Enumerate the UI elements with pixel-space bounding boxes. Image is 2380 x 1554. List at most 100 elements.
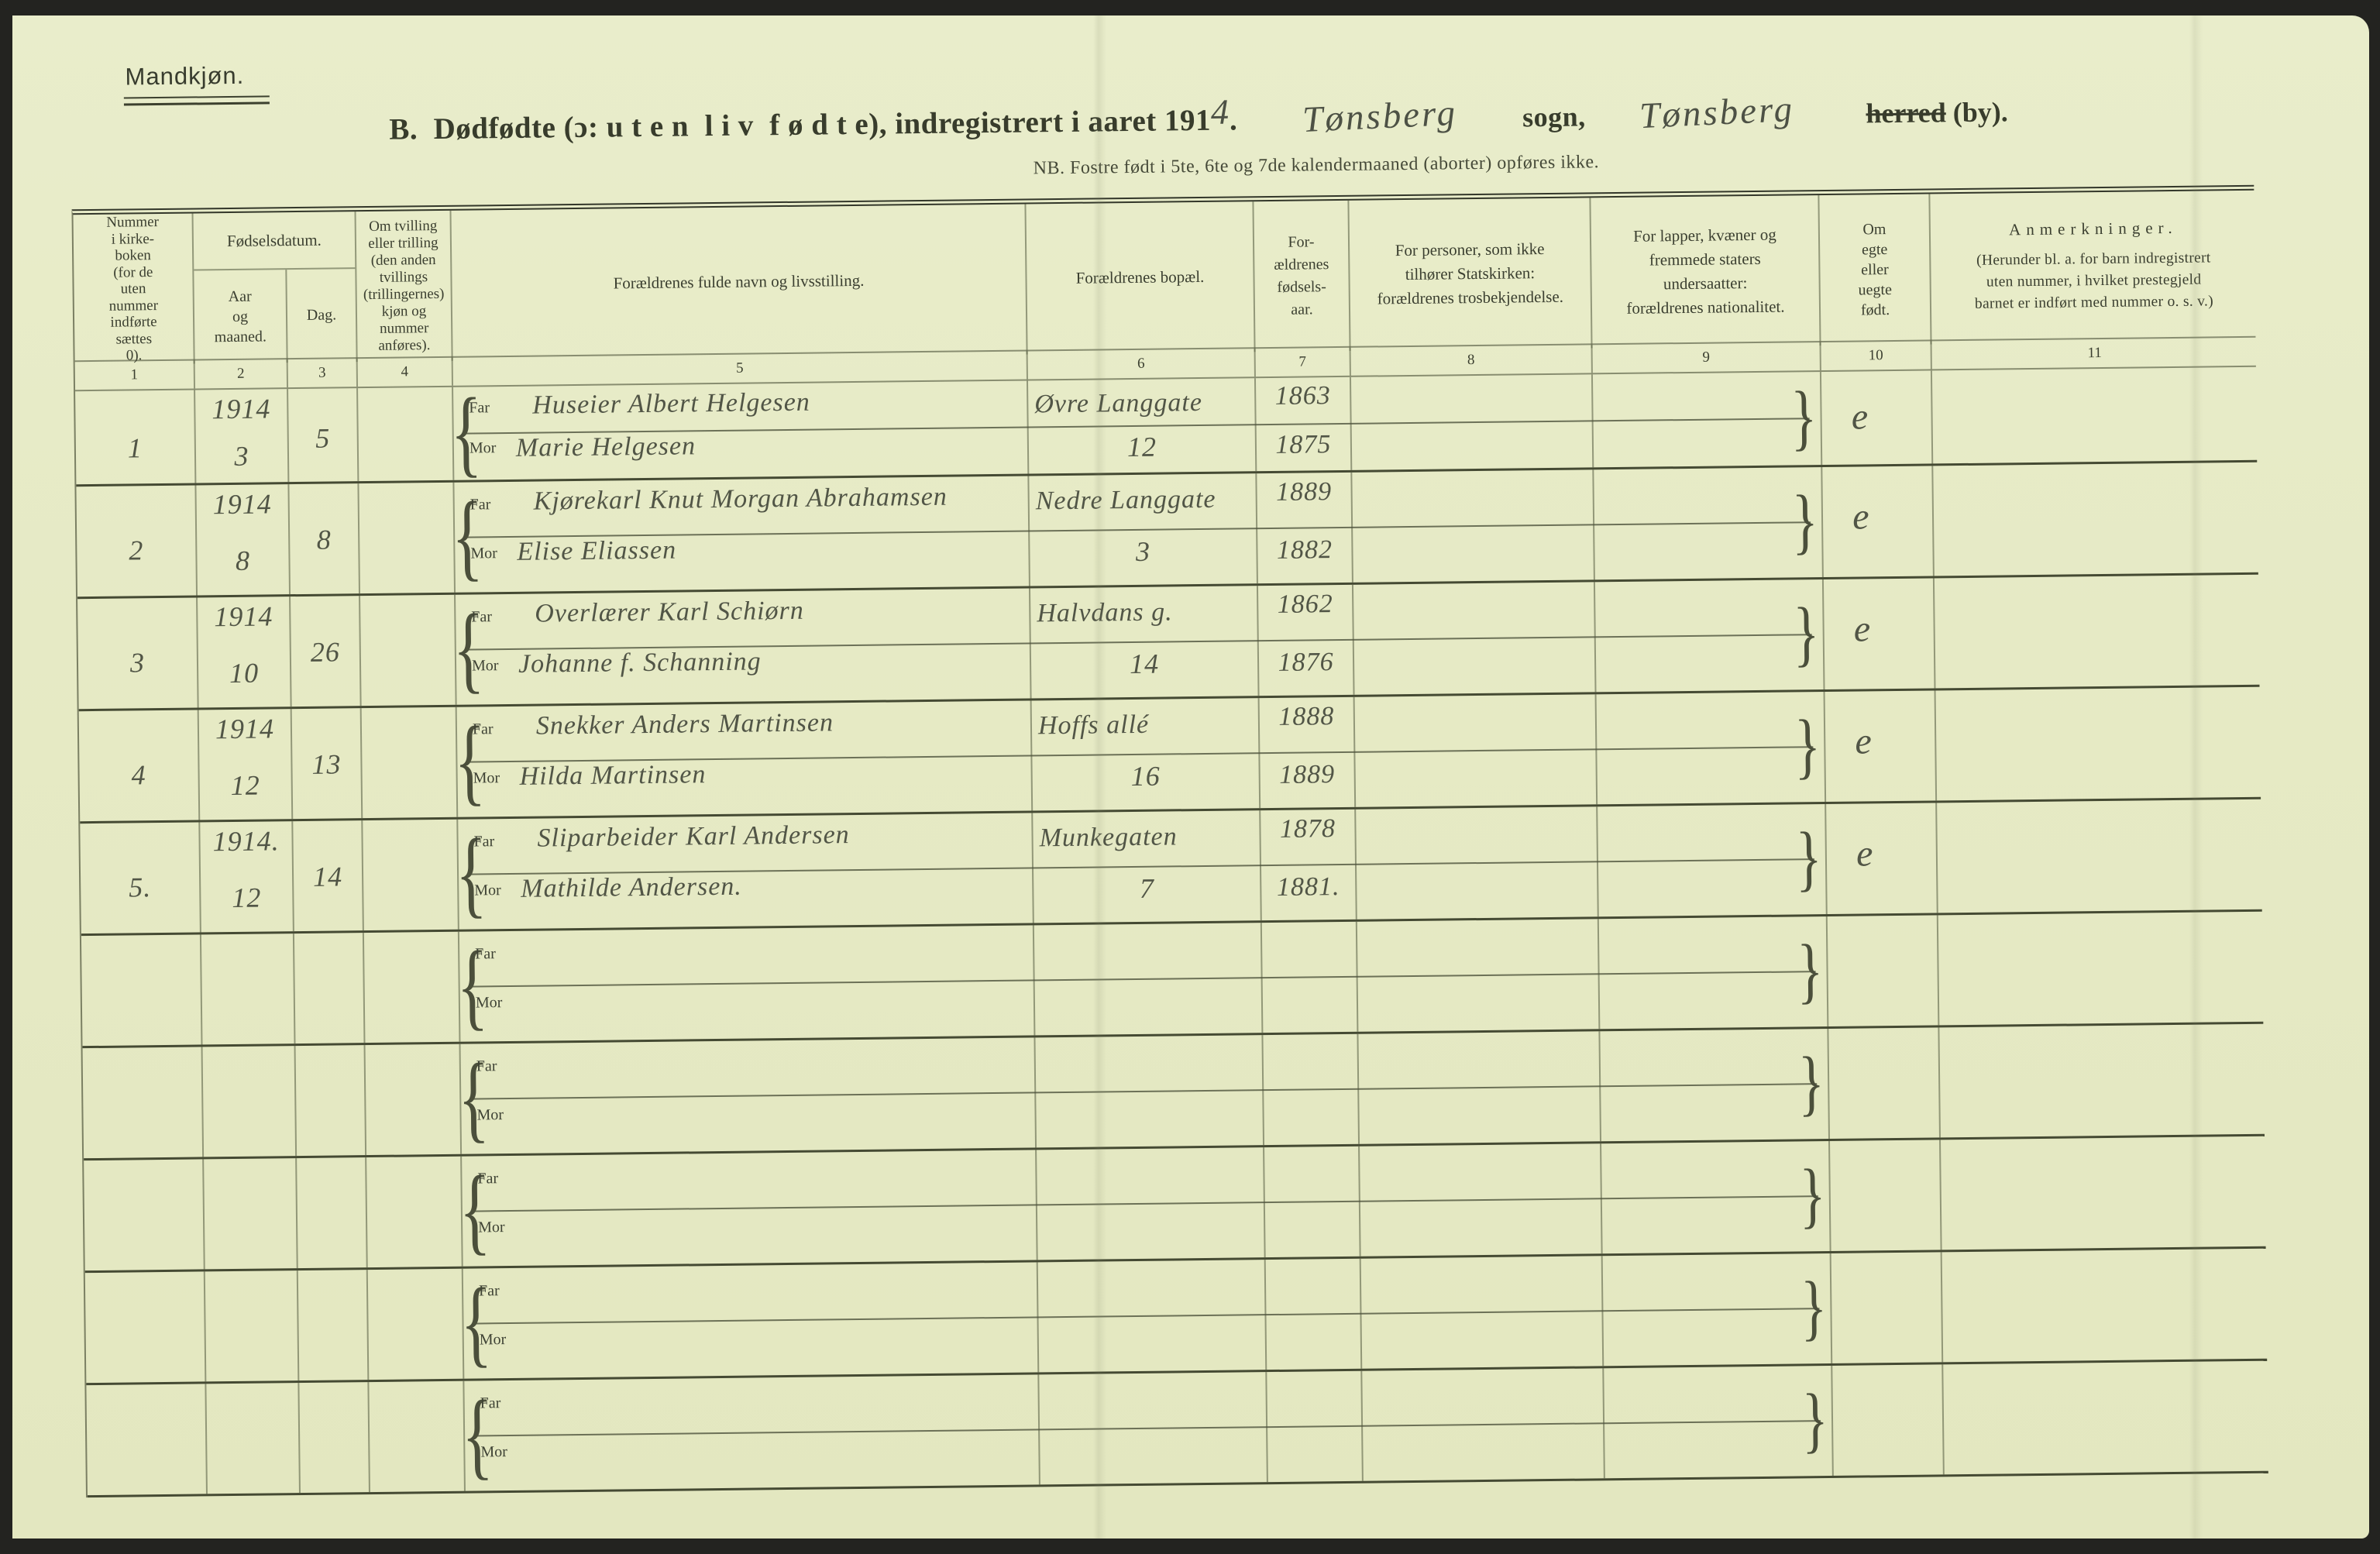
father-birthyear-handwritten: 1878 (1279, 813, 1336, 844)
nb-note: NB. Fostre født i 5te, 6te og 7de kalend… (1033, 152, 1600, 179)
residence-number-handwritten: 14 (1129, 648, 1160, 680)
form-title: B. Dødfødte (ɔ: u t e n l i v f ø d t e)… (389, 87, 2194, 149)
cell-legitimate: e (1821, 370, 1934, 466)
herred-handwritten-value: Tønsberg (1639, 88, 1796, 137)
mor-label: Mor (469, 439, 497, 457)
sogn-handwritten-value: Tønsberg (1302, 92, 1459, 140)
cell-day: 8 (289, 483, 361, 595)
far-label: Far (471, 608, 493, 626)
cell-day: 5 (288, 388, 359, 483)
cell-remarks (1939, 1024, 2266, 1138)
legitimate-mark-handwritten: e (1851, 396, 1869, 438)
mother-birthyear-handwritten: 1889 (1278, 760, 1336, 789)
father-name-handwritten: Kjørekarl Knut Morgan Abrahamsen (533, 482, 948, 516)
mother-name-handwritten: Mathilde Andersen. (521, 872, 743, 904)
entry-number-handwritten: 4 (131, 759, 146, 791)
mother-birthyear-handwritten: 1875 (1275, 430, 1332, 460)
birth-month-handwritten (203, 1105, 294, 1106)
mor-label: Mor (479, 1331, 507, 1349)
residence-number-handwritten: 3 (1135, 535, 1151, 568)
cell-year-month: 1914. 12 (200, 821, 294, 933)
father-birthyear-handwritten (1262, 926, 1356, 927)
column-number: 1 (74, 360, 196, 390)
column-number: 4 (357, 357, 454, 387)
birth-year-handwritten (203, 1049, 294, 1050)
cell-entry-number (82, 1047, 205, 1159)
cell-day: 14 (293, 820, 364, 932)
birth-month-handwritten: 12 (230, 769, 260, 801)
residence-street-handwritten: Munkegaten (1039, 822, 1178, 853)
birth-month-handwritten (205, 1218, 296, 1219)
header-legitimate: Om egte eller uegte født. (1819, 194, 1932, 346)
header-number-in-churchbook: Nummer i kirke- boken (for de uten numme… (73, 213, 195, 365)
cell-twin-info (359, 482, 456, 594)
header-remarks: Anmerkninger. (Herunder bl. a. for barn … (1930, 191, 2257, 344)
row-end-brace: } (1800, 1267, 1828, 1349)
father-birthyear-handwritten: 1863 (1274, 380, 1331, 411)
mor-label: Mor (471, 657, 499, 675)
residence-street-handwritten: Hoffs allé (1037, 710, 1150, 741)
cell-day (298, 1270, 370, 1381)
cell-year-month (204, 1158, 298, 1270)
father-birthyear-handwritten (1267, 1375, 1360, 1376)
cell-legitimate (1832, 1364, 1945, 1476)
herred-by-suffix: (by). (1945, 96, 2008, 129)
mother-name-handwritten: Johanne f. Schanning (518, 647, 762, 679)
residence-street-handwritten: Øvre Langgate (1034, 387, 1203, 419)
birth-day-handwritten (298, 1197, 366, 1198)
header-day: Dag. (306, 306, 337, 325)
birth-month-handwritten: 8 (235, 545, 251, 576)
title-printed-prefix: B. Dødfødte (ɔ: u t e n l i v f ø d t e)… (389, 103, 1212, 146)
far-label: Far (472, 720, 494, 738)
birth-day-handwritten: 26 (310, 636, 341, 668)
legitimate-mark-handwritten (1828, 944, 1904, 945)
cell-twin-info (360, 594, 457, 707)
cell-day (294, 933, 366, 1044)
cell-legitimate: e (1822, 466, 1935, 578)
entry-number-handwritten: 2 (129, 535, 144, 566)
birth-month-handwritten (206, 1330, 298, 1331)
residence-number-handwritten (1039, 1320, 1265, 1322)
sheet-gender-label: Mandkjøn. (125, 61, 245, 91)
residence-number-handwritten (1037, 1208, 1264, 1210)
legitimate-mark-handwritten: e (1856, 833, 1874, 875)
cell-twin-info (363, 931, 461, 1043)
row-end-brace: } (1794, 706, 1821, 787)
mother-birthyear-handwritten (1264, 1097, 1357, 1098)
birth-year-handwritten: 1914 (212, 393, 271, 425)
cell-entry-number: 2 (76, 485, 198, 597)
cell-entry-number (84, 1159, 205, 1271)
entry-number-handwritten: 3 (129, 647, 146, 679)
birth-month-handwritten: 10 (229, 657, 260, 689)
row-end-brace: } (1801, 1380, 1829, 1461)
sogn-label: sogn, (1522, 101, 1586, 133)
cell-day (297, 1157, 368, 1269)
cell-entry-number (84, 1271, 207, 1384)
legitimate-mark-handwritten: e (1853, 608, 1872, 650)
residence-street-handwritten: Nedre Langgate (1035, 484, 1216, 516)
cell-legitimate (1827, 915, 1940, 1026)
cell-year-month: 1914 12 (198, 709, 294, 820)
birth-year-handwritten (206, 1386, 298, 1387)
residence-number-handwritten (1040, 1432, 1266, 1435)
mother-birthyear-handwritten: 1881. (1276, 872, 1340, 902)
mor-label: Mor (476, 1106, 504, 1124)
father-birthyear-handwritten: 1888 (1278, 701, 1335, 731)
mother-birthyear-handwritten (1267, 1434, 1361, 1435)
cell-year-month: 1914 3 (195, 389, 290, 483)
far-label: Far (469, 398, 490, 417)
entry-number-handwritten (84, 1208, 203, 1209)
cell-day (295, 1045, 367, 1157)
cell-remarks (1938, 912, 2265, 1026)
entry-number-handwritten (82, 983, 201, 985)
table-header: Nummer i kirke- boken (for de uten numme… (73, 190, 2257, 365)
far-label: Far (477, 1170, 499, 1188)
row-end-brace: } (1791, 481, 1819, 562)
birth-day-handwritten: 8 (316, 524, 332, 555)
residence-number-handwritten: 7 (1139, 872, 1155, 905)
title-year-digit-handwritten: 4 (1210, 91, 1230, 132)
header-parents-residence: Forældrenes bopæl. (1026, 201, 1256, 354)
father-birthyear-handwritten: 1862 (1277, 589, 1333, 619)
cell-twin-info (366, 1156, 463, 1268)
